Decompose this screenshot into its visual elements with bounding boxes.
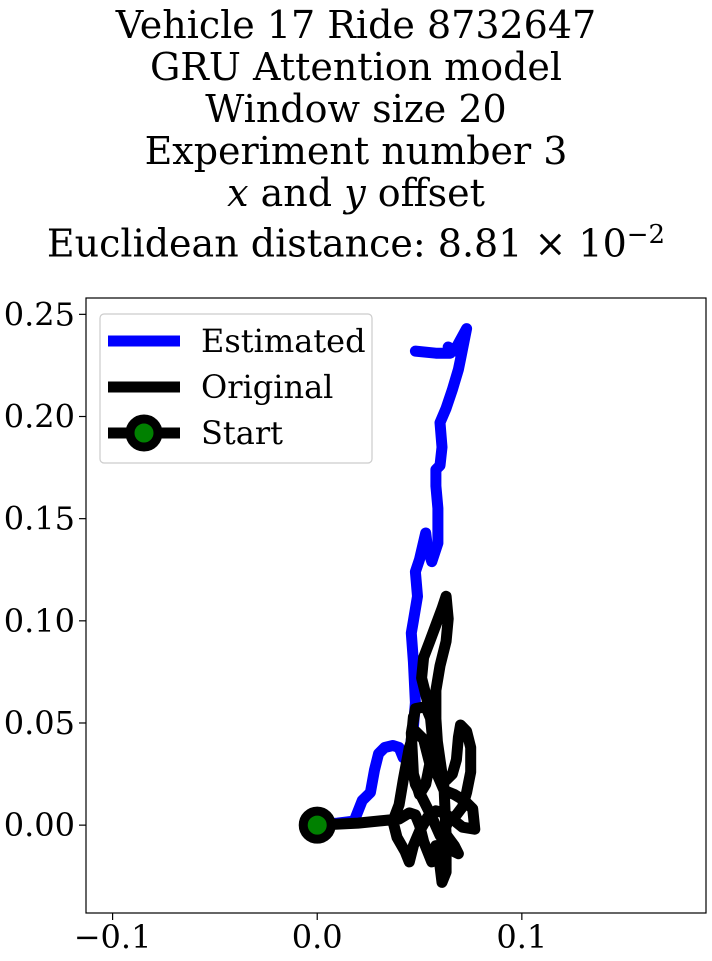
y-tick-label: 0.20 [4, 398, 75, 436]
legend-marker-start [125, 414, 163, 452]
y-tick-label: 0.15 [4, 500, 75, 538]
y-tick-label: 0.10 [4, 602, 75, 640]
legend-label-estimated: Estimated [201, 322, 366, 360]
y-tick-label: 0.00 [4, 806, 75, 844]
title-offset: offset [365, 171, 485, 215]
title-line-3: Window size 20 [205, 87, 507, 131]
title-x-var: x [227, 171, 249, 215]
title-exponent: −2 [626, 220, 666, 250]
x-tick-label: 0.0 [292, 918, 343, 956]
start-marker [298, 806, 336, 844]
y-tick-label: 0.05 [4, 704, 75, 742]
title-and: and [248, 171, 345, 215]
title-distance: Euclidean distance: 8.81 [46, 221, 523, 266]
title-line-6: Euclidean distance: 8.81 × 10−2 [0, 214, 712, 265]
series-line-original [311, 590, 481, 888]
legend-label-start: Start [201, 414, 283, 452]
x-tick-label: 0.1 [496, 918, 547, 956]
title-y-var: y [344, 171, 366, 215]
series-line-estimated [311, 323, 473, 831]
legend-label-original: Original [201, 368, 333, 406]
title-line-2: GRU Attention model [149, 45, 563, 89]
title-line-4: Experiment number 3 [144, 129, 568, 173]
chart-title: Vehicle 17 Ride 8732647 GRU Attention mo… [0, 4, 712, 265]
legend-box [99, 313, 373, 464]
title-line-1: Vehicle 17 Ride 8732647 [115, 3, 597, 47]
x-tick-label: −0.1 [74, 918, 152, 956]
axis-layer: −0.1 0.0 0.1 0.00 0.05 0.10 0.15 0.20 0.25 [4, 295, 548, 956]
title-times: × 10 [522, 221, 627, 266]
y-tick-label: 0.25 [4, 295, 75, 333]
title-line-5: x and y offset [0, 172, 712, 214]
series-layer [298, 323, 481, 888]
plot-frame [85, 297, 707, 914]
legend: Estimated Original Start [99, 313, 373, 464]
